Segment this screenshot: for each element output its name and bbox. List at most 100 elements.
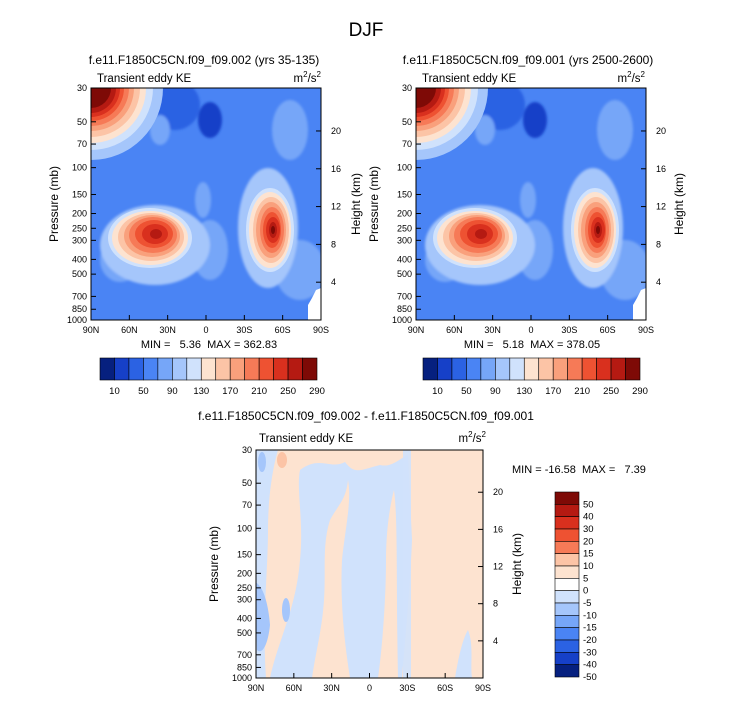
panel-1-x-tick-label: 90S — [313, 325, 329, 335]
panel-3: f.e11.F1850C5CN.f09_f09.002 - f.e11.F185… — [198, 409, 646, 693]
panel-3-x-tick-label: 60S — [437, 683, 453, 693]
panel-3-colorbar-box — [554, 553, 580, 567]
panel-1-y-tick-label: 150 — [72, 189, 87, 199]
panel-2-colorbar-label: 290 — [632, 386, 648, 397]
panel-3-colorbar-box — [554, 504, 580, 517]
panel-1-colorbar-label: 10 — [109, 386, 120, 397]
panel-1-x-tick-label: 30S — [236, 325, 252, 335]
panel-3-colorbar-box — [554, 627, 580, 641]
panel-1-colorbar-box — [302, 357, 318, 381]
panel-1-colorbar-box — [157, 357, 173, 381]
panel-1-y-tick-label: 500 — [72, 269, 87, 279]
panel-3-colorbar-box — [554, 602, 580, 616]
panel-3-y-tick-label: 1000 — [232, 673, 252, 683]
panel-2-y-tick-label: 30 — [402, 83, 412, 93]
panel-1-colorbar-label: 250 — [280, 386, 296, 397]
panel-1-colorbar-box — [229, 357, 245, 381]
panel-3-colorbar-label: 20 — [583, 536, 594, 547]
panel-1-colorbar-box — [143, 357, 159, 381]
panel-3-y-tick-label: 700 — [237, 650, 252, 660]
panel-3-x-tick-label: 90N — [248, 683, 265, 693]
panel-2-y-tick-label: 70 — [402, 139, 412, 149]
panel-3-colorbar-box — [554, 491, 580, 505]
panel-1-x-tick-label: 30N — [159, 325, 176, 335]
panel-2-colorbar-box — [523, 357, 540, 381]
panel-3-colorbar-box — [554, 639, 580, 653]
panel-1-x-tick-label: 60S — [275, 325, 291, 335]
panel-1-jet-south — [246, 188, 294, 272]
panel-1-x-tick-label: 60N — [121, 325, 138, 335]
panel-2-y-tick-label: 250 — [397, 223, 412, 233]
panel-3-colorbar-label: -20 — [583, 635, 597, 646]
panel-2-y-tick-label: 200 — [397, 209, 412, 219]
panel-1-units: m2/s2 — [294, 70, 322, 85]
panel-2-y-tick-label: 700 — [397, 291, 412, 301]
panel-3-colorbar-box — [554, 578, 580, 591]
panel-3-colorbar-label: -30 — [583, 647, 597, 658]
panel-1-axes: 90N 60N 30N 0 30S 60S 90S 30 50 70 100 150 200 250 300… — [67, 83, 341, 335]
panel-2-colorbar-box — [596, 357, 612, 381]
panel-1-y-tick-label: 100 — [72, 163, 87, 173]
panel-2-colorbar: 10 50 90 130 170 210 250 290 — [422, 357, 648, 397]
panel-3-colorbar-label: 15 — [583, 549, 594, 560]
panel-1-y-tick-label: 400 — [72, 254, 87, 264]
panel-2-y-tick-label: 150 — [397, 189, 412, 199]
panel-3-y-tick-label: 400 — [237, 613, 252, 623]
panel-2-colorbar-label: 210 — [574, 386, 590, 397]
panel-2-colorbar-label: 250 — [603, 386, 619, 397]
panel-2-y-label: Pressure (mb) — [367, 166, 381, 242]
panel-3-stats: MIN = -16.58 MAX = 7.39 — [512, 464, 646, 476]
panel-3-y2-label: Height (km) — [510, 533, 524, 595]
panel-3-colorbar-label: 40 — [583, 512, 594, 523]
panel-1-y-tick-label: 850 — [72, 304, 87, 314]
panel-1-colorbar-box — [186, 357, 202, 381]
panel-1-y-tick-label: 200 — [72, 209, 87, 219]
panel-2-colorbar-box — [625, 357, 641, 381]
panel-2-x-tick-label: 90S — [638, 325, 654, 335]
panel-2-colorbar-box — [495, 357, 511, 381]
panel-1-colorbar-box — [215, 357, 231, 381]
panel-3-colorbar-box — [554, 652, 580, 665]
panel-1-y-label: Pressure (mb) — [47, 166, 61, 242]
panel-1-stats: MIN = 5.36 MAX = 362.83 — [141, 339, 277, 351]
panel-2-jet-south — [571, 188, 619, 272]
panel-1-colorbar-box — [200, 357, 217, 381]
panel-1-y-tick-label: 250 — [72, 223, 87, 233]
panel-2-y2-label: Height (km) — [672, 173, 686, 235]
panel-1-y-tick-label: 300 — [72, 235, 87, 245]
panel-2-colorbar-box — [509, 357, 525, 381]
panel-2-y2-tick-label: 12 — [656, 202, 666, 212]
panel-3-colorbar-label: -5 — [583, 598, 591, 609]
panel-3-colorbar-box — [554, 516, 580, 530]
panel-3-y-tick-label: 200 — [237, 568, 252, 578]
panel-3-field — [256, 450, 483, 678]
panel-2-y-tick-label: 50 — [402, 117, 412, 127]
panel-3-left-label: Transient eddy KE — [259, 433, 354, 445]
panel-1-colorbar-label: 170 — [222, 386, 238, 397]
panel-3-y-tick-label: 250 — [237, 583, 252, 593]
panel-1-y-tick-label: 50 — [77, 117, 87, 127]
panel-3-y-tick-label: 100 — [237, 523, 252, 533]
panel-3-colorbar-box — [554, 528, 580, 542]
panel-3-y-tick-label: 70 — [242, 500, 252, 510]
panel-1-x-tick-label: 90N — [83, 325, 100, 335]
page-title: DJF — [349, 20, 384, 41]
panel-2-colorbar-box — [581, 357, 597, 381]
panel-1-y2-tick-label: 4 — [331, 277, 336, 287]
panel-2-colorbar-box — [552, 357, 568, 381]
panel-2-y2-tick-label: 20 — [656, 126, 666, 136]
panel-2-colorbar-label: 10 — [432, 386, 443, 397]
panel-1-colorbar-box — [114, 357, 130, 381]
panel-3-axes: 90N 60N 30N 0 30S 60S 90S 30 50 70 100 150 200 250 300… — [232, 445, 503, 693]
panel-1-colorbar-box — [258, 357, 274, 381]
panel-2-stats: MIN = 5.18 MAX = 378.05 — [464, 339, 600, 351]
panel-3-y2-tick-label: 20 — [493, 487, 503, 497]
panel-3-x-tick-label: 90S — [475, 683, 491, 693]
panel-3-y2-tick-label: 8 — [493, 599, 498, 609]
panel-2-y-tick-label: 400 — [397, 254, 412, 264]
panel-3-x-tick-label: 30N — [323, 683, 340, 693]
panel-1-colorbar-label: 50 — [138, 386, 149, 397]
panel-3-y-tick-label: 50 — [242, 478, 252, 488]
panel-2-colorbar-box — [567, 357, 583, 381]
